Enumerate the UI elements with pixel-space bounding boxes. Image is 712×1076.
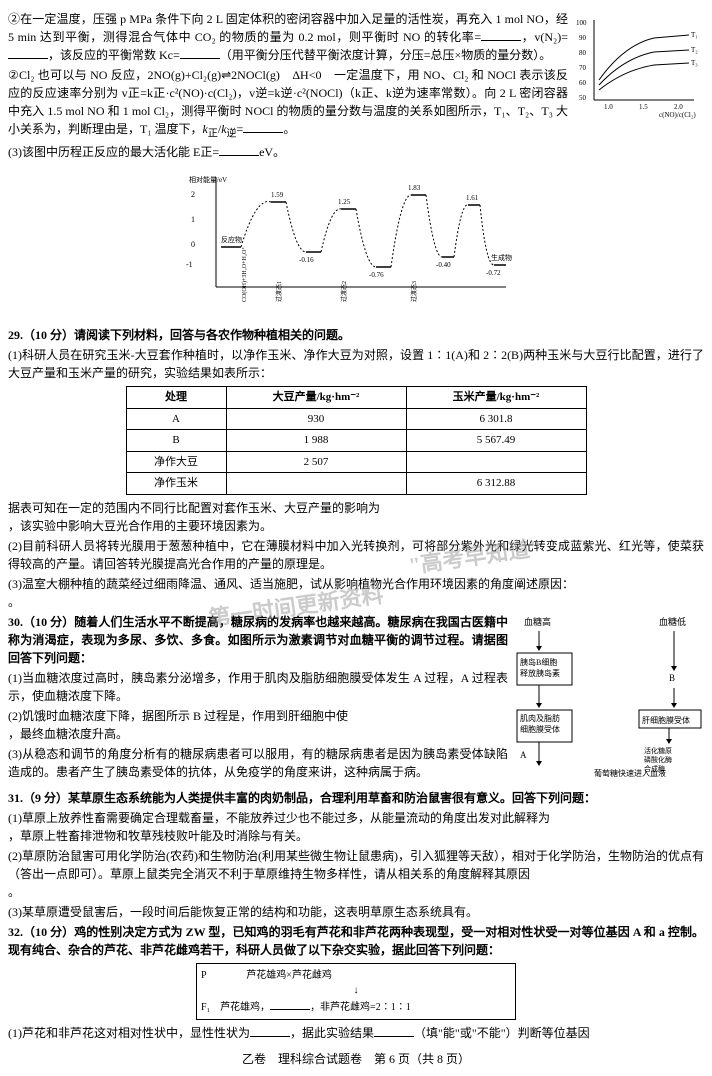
svg-text:90: 90 [579,34,587,42]
q28-p3: (3)该图中历程正反应的最大活化能 E正=eV。 [8,143,704,161]
q31-head: 31.（9 分）某草原生态系统能为人类提供丰富的肉奶制品，合理利用草畜和防治鼠害… [8,789,704,807]
chart-nocl: 100 90 80 70 60 50 1.0 1.5 2.0 T₁ T₂ T₃ … [574,10,704,125]
energy-diagram: 2 1 0 -1 相对能量/eV 1.59 -0.16 1.25 -0.76 1… [8,167,704,322]
svg-text:过渡态3: 过渡态3 [410,281,418,302]
svg-text:1.83: 1.83 [408,184,421,192]
q30-diagram: 血糖高 血糖低 胰岛B细胞 释放胰岛素 B 肌肉及脂肪 细胞膜受体 肝细胞膜受体… [514,613,704,783]
q29-head: 29.（10 分）请阅读下列材料，回答与各农作物种植相关的问题。 [8,326,704,344]
q31-p1: (1)草原上放养性畜需要确定合理载畜量，不能放养过少也不能过多，从能量流动的角度… [8,809,704,845]
svg-text:血糖高: 血糖高 [524,616,551,627]
svg-text:肝细胞膜受体: 肝细胞膜受体 [642,715,690,725]
svg-text:1.25: 1.25 [338,198,351,206]
q29-p3: (3)温室大棚种植的蔬菜经过细雨降温、通风、适当施肥，试从影响植物光合作用环境因… [8,575,704,611]
svg-text:T₁: T₁ [691,31,698,39]
svg-text:T₂: T₂ [691,46,698,54]
svg-text:0: 0 [191,240,195,249]
svg-text:1.5: 1.5 [639,103,648,111]
q31-p2: (2)草原防治鼠害可用化学防治(农药)和生物防治(利用某些微生物让鼠患病)，引入… [8,847,704,901]
svg-text:c(NO)/c(Cl₂): c(NO)/c(Cl₂) [659,111,696,119]
svg-text:葡萄糖快速进入血液: 葡萄糖快速进入血液 [594,768,666,778]
q29-table: 处理 大豆产量/kg·hm⁻² 玉米产量/kg·hm⁻² A9306 301.8… [126,386,587,495]
svg-text:肌肉及脂肪: 肌肉及脂肪 [520,713,560,723]
svg-text:活化糖原: 活化糖原 [644,746,672,755]
svg-text:50: 50 [579,94,587,102]
svg-text:生成物: 生成物 [491,253,512,262]
svg-text:60: 60 [579,79,587,87]
svg-text:1: 1 [191,215,195,224]
svg-text:70: 70 [579,64,587,72]
svg-text:1.59: 1.59 [271,191,284,199]
svg-text:2.0: 2.0 [674,103,683,111]
svg-text:血糖低: 血糖低 [659,616,686,627]
svg-text:-0.76: -0.76 [369,271,384,279]
svg-text:T₃: T₃ [691,59,698,67]
svg-text:CO(OH)+3H₂O+H₂O⁺: CO(OH)+3H₂O+H₂O⁺ [241,247,248,302]
svg-text:释放胰岛素: 释放胰岛素 [520,668,560,678]
svg-text:2: 2 [191,190,195,199]
svg-text:相对能量/eV: 相对能量/eV [189,175,227,184]
q32-head: 32.（10 分）鸡的性别决定方式为 ZW 型，已知鸡的羽毛有芦花和非芦花两种表… [8,923,704,959]
svg-text:过渡态1: 过渡态1 [275,281,283,302]
page-footer: 乙卷 理科综合试题卷 第 6 页（共 8 页） [8,1050,704,1068]
q29-p1: (1)科研人员在研究玉米-大豆套作种植时，以净作玉米、净作大豆为对照，设置 1∶… [8,346,704,382]
q29-p1b: 据表可知在一定的范围内不同行比配置对套作玉米、大豆产量的影响为 ，该实验中影响大… [8,499,704,535]
svg-text:-0.16: -0.16 [299,256,314,264]
svg-text:80: 80 [579,49,587,57]
svg-text:胰岛B细胞: 胰岛B细胞 [520,657,557,667]
svg-text:磷酸化酶: 磷酸化酶 [644,755,672,764]
svg-text:A: A [520,750,527,760]
svg-text:-1: -1 [186,260,193,269]
svg-text:反应物: 反应物 [221,235,242,244]
q31-p3: (3)某草原遭受鼠害后，一段时间后能恢复正常的结构和功能，这表明草原生态系统具有… [8,903,704,921]
svg-text:1.0: 1.0 [604,103,613,111]
svg-text:-0.40: -0.40 [436,261,451,269]
svg-text:1.61: 1.61 [466,194,479,202]
svg-text:过渡态2: 过渡态2 [340,281,348,302]
svg-text:细胞膜受体: 细胞膜受体 [520,724,560,734]
q32-p1: (1)芦花和非芦花这对相对性状中，显性性状为，据此实验结果（填"能"或"不能"）… [8,1024,704,1042]
q32-cross: P 芦花雄鸡×芦花雌鸡 ↓ F₁ 芦花雄鸡，，非芦花雌鸡=2∶1∶1 [8,963,704,1020]
svg-text:B: B [669,673,675,683]
svg-text:100: 100 [576,19,587,27]
q29-p2: (2)目前科研人员将转光膜用于葱葱种植中，它在薄膜材料中加入光转换剂，可将部分紫… [8,537,704,573]
svg-text:-0.72: -0.72 [486,269,501,277]
